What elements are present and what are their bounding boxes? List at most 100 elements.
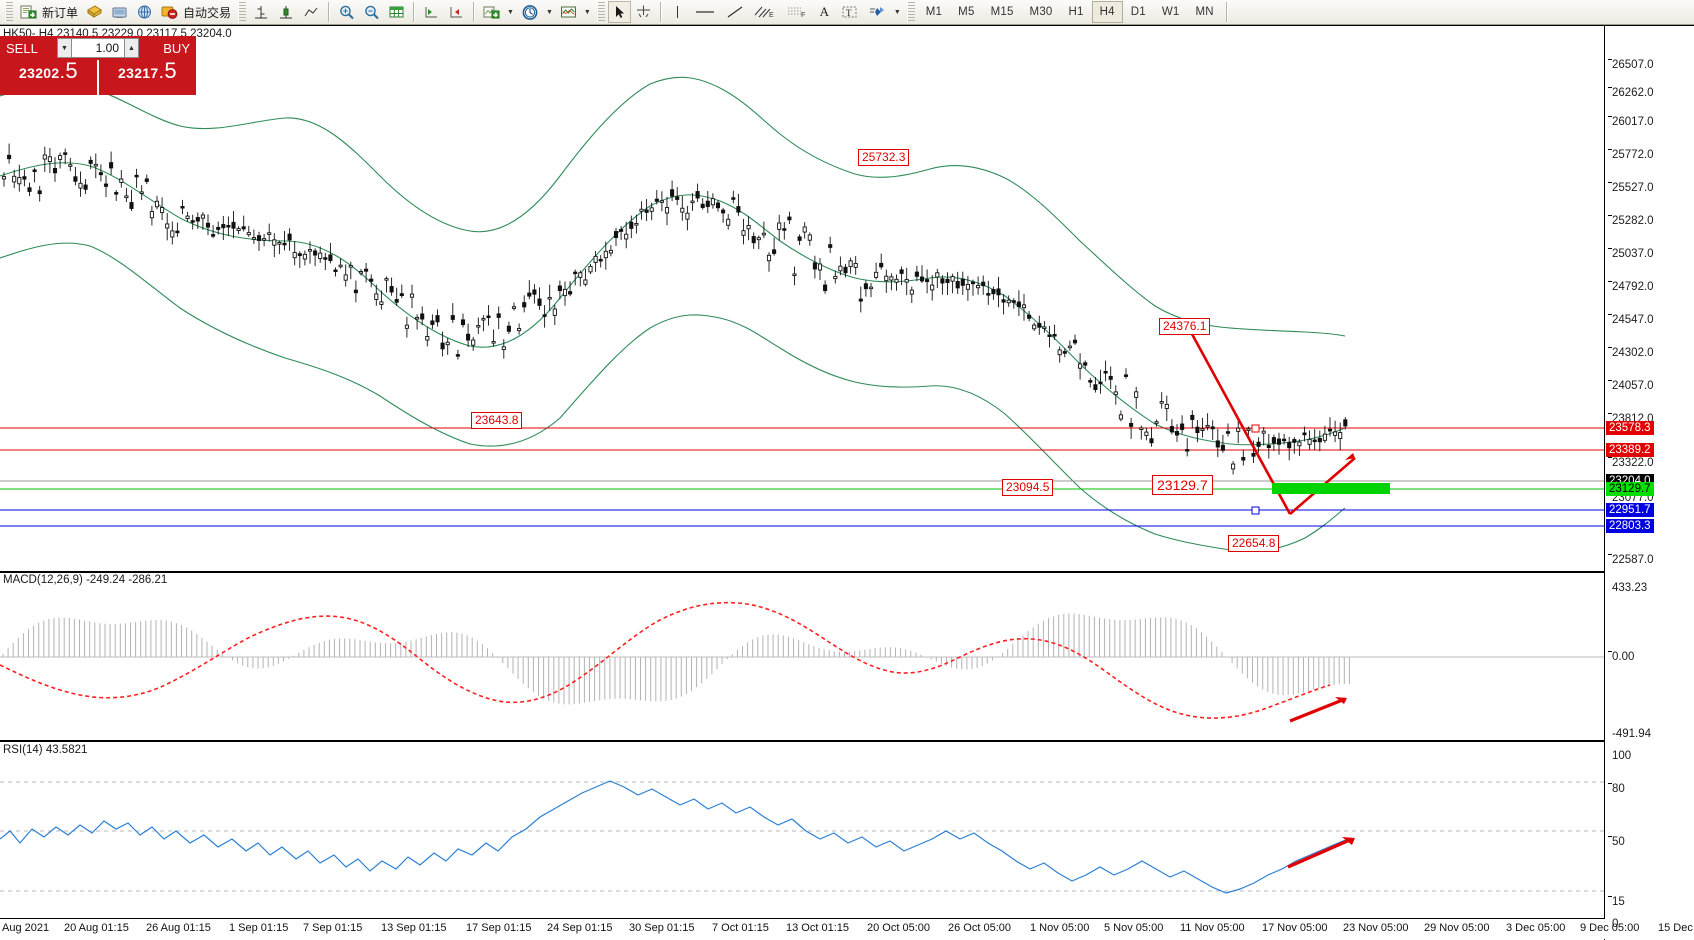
toolbar-separator [328,2,331,22]
new-order-label[interactable]: 新订单 [42,5,79,20]
time-tick: 13 Sep 01:15 [381,922,447,934]
templates-icon[interactable] [556,1,581,23]
price-tag[interactable]: 22951.7 [1606,503,1654,517]
candlestick-chart-icon[interactable] [274,1,299,23]
toolbar-grip-2[interactable] [238,2,247,22]
timeframe-w1[interactable]: W1 [1161,6,1180,18]
svg-text:F: F [801,12,805,19]
volume-decrement-button[interactable]: ▼ [57,38,72,58]
buy-price-integer: 23217 [118,65,159,81]
price-tag[interactable]: 22803.3 [1606,519,1654,533]
time-tick: 11 Nov 05:00 [1180,922,1245,934]
period-icon[interactable] [517,1,543,23]
timeframe-m15[interactable]: M15 [990,6,1014,18]
macd-title: MACD(12,26,9) -249.24 -286.21 [3,574,168,586]
timeframe-h4[interactable]: H4 [1091,1,1123,23]
rsi-y-tick: 0 [1612,918,1619,930]
one-click-trading-panel[interactable]: SELL ▼ 1.00 ▲ BUY 23202 . 5 23217 . 5 [0,36,196,95]
navigator-icon[interactable] [107,1,132,23]
annotation-label[interactable]: 23094.5 [1002,479,1054,496]
sell-price-separator: . [60,66,65,81]
auto-trading-label[interactable]: 自动交易 [183,5,232,20]
toolbar-grip-4[interactable] [906,2,915,22]
annotation-label[interactable]: 24376.1 [1159,318,1211,335]
annotation-label[interactable]: 25732.3 [858,149,910,166]
trendline-icon[interactable] [721,1,749,23]
templates-dropdown-caret[interactable]: ▼ [583,8,591,16]
svg-text:T: T [846,8,852,18]
volume-input[interactable]: 1.00 [72,38,124,58]
rsi-y-tick: 15 [1608,896,1625,908]
price-pane[interactable]: 25732.3 24376.1 23643.8 23094.5 23129.7 … [0,26,1605,571]
equidistant-channel-icon[interactable]: E [749,1,781,23]
shift-start-icon[interactable] [419,1,444,23]
crosshair-icon[interactable] [631,1,656,23]
macd-y-tick: -491.94 [1612,728,1652,740]
price-axis-line [1604,26,1605,940]
time-tick: 5 Nov 05:00 [1104,922,1164,934]
new-order-icon[interactable] [16,1,41,23]
zoom-out-icon[interactable] [359,1,384,23]
toolbar-grip[interactable] [5,2,13,22]
time-tick: 17 Sep 01:15 [466,922,532,934]
hline-icon[interactable] [689,1,721,23]
volume-stepper[interactable]: ▼ 1.00 ▲ [54,36,142,60]
time-tick: 1 Nov 05:00 [1030,922,1090,934]
timeframe-m5[interactable]: M5 [958,6,975,18]
rsi-pane[interactable]: RSI(14) 43.5821 [0,743,1605,920]
shift-end-icon[interactable] [444,1,469,23]
y-tick: 23322.0 [1608,457,1654,469]
price-chart-canvas [0,76,1605,553]
indicators-icon[interactable] [479,1,504,23]
price-tag[interactable]: 23389.2 [1606,443,1654,457]
time-axis[interactable]: Aug 2021 20 Aug 01:15 26 Aug 01:15 1 Sep… [0,918,1694,939]
time-tick: 20 Oct 05:00 [867,922,930,934]
data-window-icon[interactable] [82,1,107,23]
pane-separator-price-macd[interactable] [0,571,1694,573]
timeframe-d1[interactable]: D1 [1130,6,1146,18]
y-tick: 24792.0 [1608,281,1654,293]
volume-increment-button[interactable]: ▲ [124,38,139,58]
text-icon[interactable]: A [819,4,830,19]
time-tick: 24 Sep 01:15 [547,922,613,934]
buy-price[interactable]: 23217 . 5 [99,60,196,95]
grid-icon[interactable] [384,1,409,23]
sell-button[interactable]: SELL [0,36,54,60]
auto-trading-icon[interactable] [157,1,182,23]
objects-dropdown-caret[interactable]: ▼ [893,8,901,16]
bar-chart-icon[interactable] [249,1,274,23]
zoom-in-icon[interactable] [334,1,359,23]
pane-separator-macd-rsi[interactable] [0,740,1694,742]
macd-pane[interactable]: MACD(12,26,9) -249.24 -286.21 [0,573,1605,740]
y-tick: 25772.0 [1608,149,1654,161]
timeframe-mn[interactable]: MN [1195,6,1214,18]
chart-frame[interactable]: HK50-,H4 23140.5 23229.0 23117.5 23204.0 [0,25,1694,940]
toolbar-separator-3 [473,2,476,22]
annotation-label[interactable]: 23643.8 [471,412,523,429]
vline-icon[interactable] [666,1,689,23]
market-watch-icon[interactable] [132,1,157,23]
timeframe-m30[interactable]: M30 [1029,6,1053,18]
period-dropdown-caret[interactable]: ▼ [545,8,553,16]
annotation-label[interactable]: 23129.7 [1152,475,1213,495]
fibonacci-icon[interactable]: F [781,1,813,23]
sell-price[interactable]: 23202 . 5 [0,60,99,95]
main-toolbar: 新订单 [0,0,1694,25]
toolbar-separator-5 [1225,2,1228,22]
timeframe-m1[interactable]: M1 [925,6,943,18]
price-tag[interactable]: 23129.7 [1606,482,1654,496]
objects-icon[interactable] [863,1,891,23]
toolbar-grip-3[interactable] [596,2,605,22]
indicators-dropdown-caret[interactable]: ▼ [507,8,514,16]
y-tick: 25037.0 [1608,248,1654,260]
timeframe-h1[interactable]: H1 [1068,6,1084,18]
y-tick: 26262.0 [1608,87,1654,99]
price-tag[interactable]: 23578.3 [1606,421,1654,435]
rsi-canvas [0,780,1605,894]
annotation-label[interactable]: 22654.8 [1228,535,1280,552]
buy-button[interactable]: BUY [142,36,196,60]
label-icon[interactable]: T [836,1,863,23]
line-chart-icon[interactable] [299,1,324,23]
cursor-icon[interactable] [607,1,631,23]
price-axis[interactable]: 26507.0 26262.0 26017.0 25772.0 25527.0 … [1605,26,1694,940]
